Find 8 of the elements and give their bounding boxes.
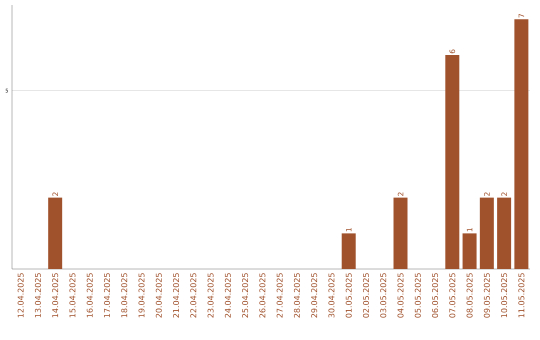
bar (342, 233, 356, 269)
bar (48, 198, 62, 269)
bar (394, 198, 408, 269)
bar (462, 233, 477, 269)
bar (480, 198, 494, 269)
bar (497, 198, 512, 269)
bar (514, 19, 528, 269)
bar (445, 54, 460, 269)
